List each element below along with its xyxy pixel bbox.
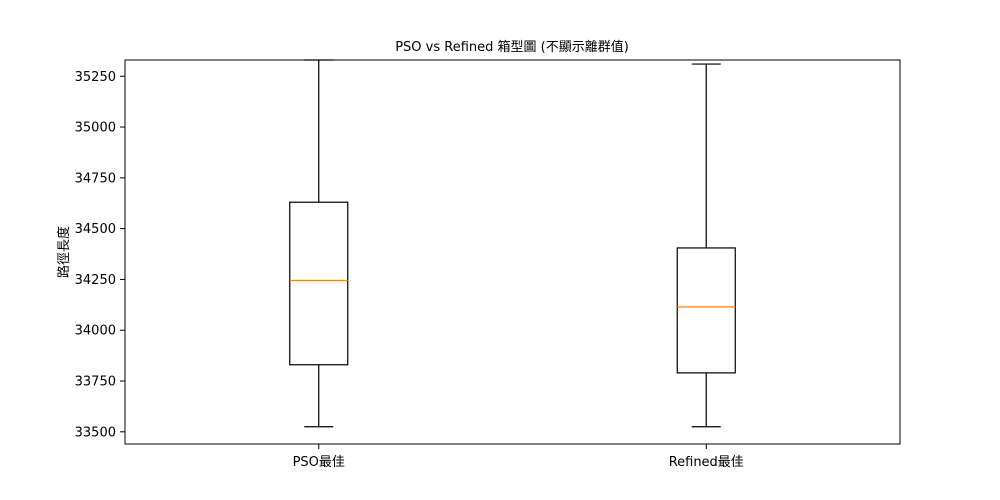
iqr-box (676, 247, 736, 374)
y-tick-label: 35000 (75, 121, 116, 136)
y-tick-label: 35250 (75, 70, 116, 85)
y-tick-label: 34500 (75, 222, 116, 237)
y-axis-label: 路徑長度 (56, 226, 72, 278)
plot-frame (124, 59, 901, 445)
y-tick-label: 34750 (75, 171, 116, 186)
x-axis: PSO最佳 Refined最佳 (293, 444, 744, 470)
y-tick-label: 33750 (75, 375, 116, 390)
x-tick-label: Refined最佳 (669, 455, 744, 470)
y-axis: 33500 33750 34000 34250 34500 34750 35000 35250 (75, 70, 125, 440)
iqr-box (289, 201, 349, 366)
x-tick-label: PSO最佳 (293, 455, 345, 470)
box-group (289, 59, 349, 428)
y-tick-label: 33500 (75, 425, 116, 440)
chart-title: PSO vs Refined 箱型圖 (不顯示離群值) (395, 39, 629, 55)
y-tick-label: 34250 (75, 273, 116, 288)
boxes (289, 59, 736, 428)
y-tick-label: 34000 (75, 324, 116, 339)
box-group (676, 63, 736, 428)
